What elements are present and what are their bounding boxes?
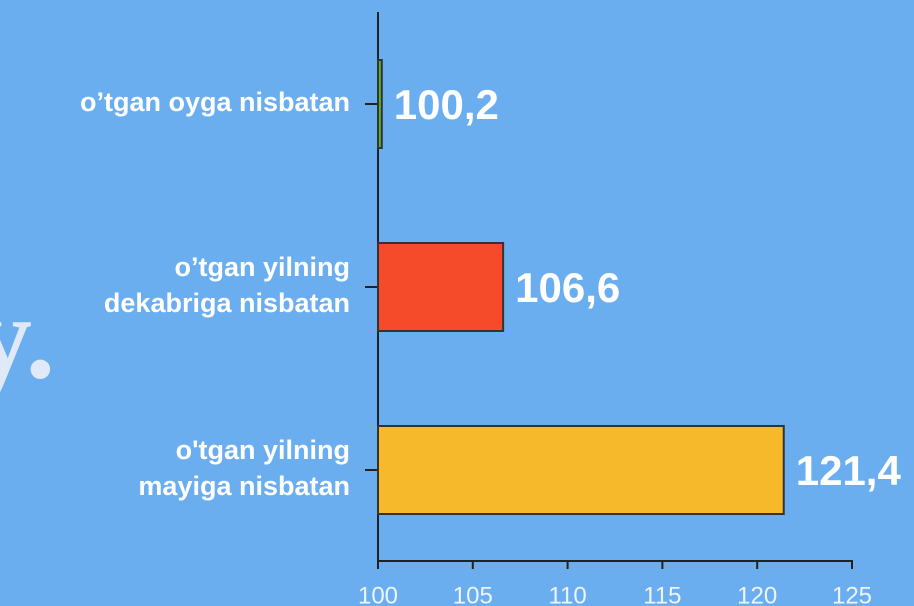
value-label: 106,6 bbox=[515, 264, 620, 311]
x-tick-label: 100 bbox=[358, 582, 398, 606]
category-label: dekabriga nisbatan bbox=[104, 288, 350, 318]
value-label: 100,2 bbox=[394, 81, 499, 128]
x-tick-label: 105 bbox=[453, 582, 493, 606]
bar bbox=[377, 59, 383, 149]
category-label: o’tgan oyga nisbatan bbox=[80, 87, 350, 117]
category-label: mayiga nisbatan bbox=[138, 471, 350, 501]
bar bbox=[377, 242, 505, 332]
x-tick-label: 120 bbox=[737, 582, 777, 606]
x-tick-label: 125 bbox=[832, 582, 872, 606]
background-text: y. bbox=[0, 271, 55, 404]
x-tick-label: 110 bbox=[548, 582, 586, 606]
category-label: o'tgan yilning bbox=[176, 435, 350, 465]
x-tick-label: 115 bbox=[643, 582, 681, 606]
category-label: o’tgan yilning bbox=[175, 252, 351, 282]
bar bbox=[377, 425, 785, 515]
value-label: 121,4 bbox=[796, 447, 902, 494]
